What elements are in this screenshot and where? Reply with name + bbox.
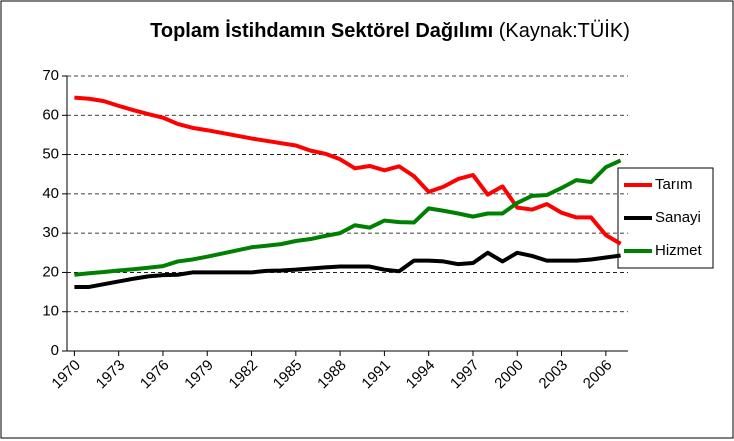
series-line: [74, 95, 622, 246]
title-source: (Kaynak:TÜİK): [499, 19, 630, 42]
y-tick-label: 20: [42, 263, 59, 280]
legend-label: Hizmet: [655, 242, 703, 259]
title-main: Toplam İstihdamın Sektörel Dağılımı: [150, 19, 493, 42]
legend-label: Sanayi: [655, 209, 701, 226]
y-tick-label: 30: [42, 224, 59, 241]
y-tick-label: 40: [42, 185, 59, 202]
chart-title: Toplam İstihdamın Sektörel Dağılımı (Kay…: [150, 19, 630, 42]
legend-label: Tarım: [655, 176, 693, 193]
y-tick-label: 60: [42, 106, 59, 123]
y-tick-label: 0: [51, 342, 59, 359]
series-line: [74, 250, 621, 289]
series-line: [74, 158, 622, 277]
y-tick-label: 50: [42, 146, 59, 163]
y-tick-label: 10: [42, 303, 59, 320]
y-tick-label: 70: [42, 67, 59, 84]
